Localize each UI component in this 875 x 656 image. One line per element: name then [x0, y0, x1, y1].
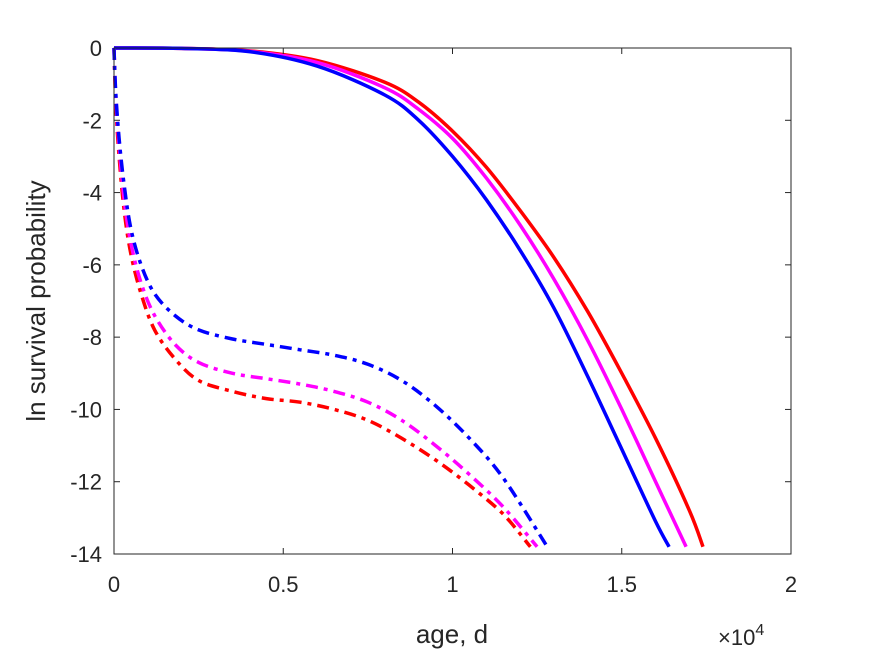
y-tick-label: -6 — [82, 253, 102, 278]
series-line-solid-3 — [113, 46, 671, 548]
x-axis-exponent-power: 4 — [755, 622, 764, 639]
y-ticks: 0 -2 -4 -6 -8 -10 -12 -14 — [70, 36, 791, 567]
x-tick-label: 0 — [108, 572, 120, 597]
y-tick-label: -8 — [82, 325, 102, 350]
y-axis-label: ln survival probability — [21, 180, 51, 421]
x-axis-exponent: ×104 — [718, 622, 764, 650]
series-line-dashdot-2 — [112, 47, 539, 548]
x-tick-label: 2 — [785, 572, 797, 597]
x-axis-label: age, d — [416, 619, 488, 649]
plot-background — [114, 48, 791, 554]
series-line-dashdot-3 — [112, 47, 549, 548]
y-tick-label: -4 — [82, 181, 102, 206]
x-tick-label: 1 — [446, 572, 458, 597]
y-tick-label: -12 — [70, 470, 102, 495]
y-tick-label: 0 — [90, 36, 102, 61]
series-layer — [112, 46, 705, 548]
y-tick-label: -14 — [70, 542, 102, 567]
series-line-dashdot-1 — [112, 47, 532, 548]
y-tick-label: -10 — [70, 397, 102, 422]
x-tick-label: 1.5 — [606, 572, 637, 597]
x-ticks: 0 0.5 1 1.5 2 — [108, 48, 797, 597]
y-tick-label: -2 — [82, 108, 102, 133]
x-tick-label: 0.5 — [268, 572, 299, 597]
x-axis-exponent-base: ×10 — [718, 625, 755, 650]
